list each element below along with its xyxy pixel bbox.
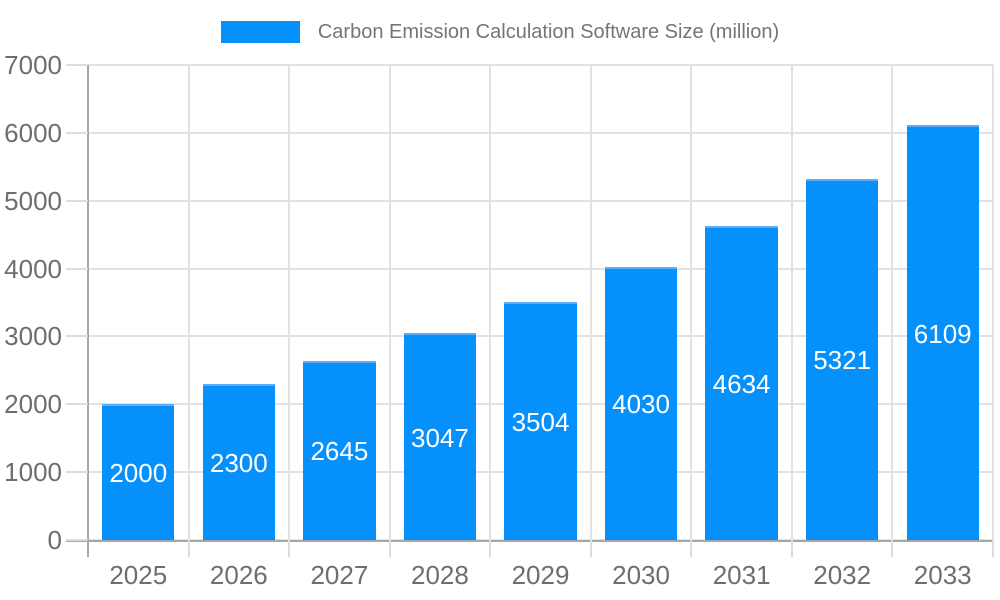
y-tick-mark [66, 471, 88, 474]
y-tick-label: 4000 [4, 253, 62, 284]
y-tick-label: 3000 [4, 321, 62, 352]
bar-2031[interactable]: 4634 [705, 225, 778, 540]
gridline-horizontal [88, 131, 993, 134]
y-tick-mark [66, 335, 88, 338]
y-tick-mark [66, 403, 88, 406]
bar-value-label: 2300 [209, 447, 268, 478]
gridline-vertical [891, 65, 894, 540]
bar-value-label: 2000 [109, 458, 168, 489]
y-tick-mark [66, 267, 88, 270]
x-tick-mark [891, 540, 894, 557]
x-tick-mark [388, 540, 391, 557]
y-tick-mark [66, 199, 88, 202]
y-axis-line [87, 65, 89, 557]
bar-value-label: 3504 [511, 407, 570, 438]
bar-value-label: 4634 [712, 368, 771, 399]
x-tick-label: 2029 [511, 560, 570, 590]
bar-value-label: 5321 [813, 345, 872, 376]
y-tick-mark [66, 64, 88, 66]
legend[interactable]: Carbon Emission Calculation Software Siz… [0, 21, 1000, 43]
x-tick-label: 2033 [913, 560, 972, 590]
y-tick-label: 1000 [4, 457, 62, 488]
x-tick-mark [790, 540, 793, 557]
bar-2032[interactable]: 5321 [805, 178, 879, 540]
gridline-vertical [187, 65, 190, 540]
x-tick-label: 2028 [411, 560, 469, 590]
x-tick-mark [992, 540, 994, 557]
bar-value-label: 4030 [612, 389, 670, 420]
gridline-horizontal [88, 199, 993, 202]
bar-2029[interactable]: 3504 [504, 302, 577, 540]
x-tick-label: 2030 [612, 560, 670, 590]
gridline-vertical [388, 65, 391, 540]
y-tick-mark [66, 539, 88, 541]
x-tick-label: 2031 [712, 560, 771, 590]
gridline-vertical [589, 65, 592, 540]
bar-value-label: 3047 [411, 422, 469, 453]
gridline-vertical [489, 65, 492, 540]
bar-value-label: 2645 [310, 436, 369, 467]
legend-swatch-icon [220, 21, 300, 43]
x-tick-label: 2027 [310, 560, 369, 590]
x-tick-label: 2025 [109, 560, 168, 590]
bar-2028[interactable]: 3047 [403, 333, 477, 540]
y-tick-label: 6000 [4, 117, 62, 148]
y-tick-mark [66, 131, 88, 134]
gridline-vertical [790, 65, 793, 540]
plot-area: 2000 2300 2645 3047 3504 4030 4634 5321 6109 [87, 64, 994, 541]
y-tick-label: 7000 [4, 50, 62, 80]
x-axis-line [66, 540, 993, 542]
x-tick-mark [87, 540, 89, 557]
bar-value-label: 6109 [913, 318, 972, 349]
gridline-vertical [690, 65, 693, 540]
x-tick-mark [288, 540, 291, 557]
y-tick-label: 0 [47, 525, 62, 555]
gridline-horizontal [88, 267, 993, 270]
x-tick-mark [690, 540, 693, 557]
gridline-vertical [992, 65, 994, 540]
gridline-horizontal [88, 64, 993, 66]
x-tick-mark [489, 540, 492, 557]
legend-label: Carbon Emission Calculation Software Siz… [317, 21, 780, 43]
y-tick-label: 2000 [4, 389, 62, 420]
x-tick-label: 2026 [209, 560, 268, 590]
bar-2030[interactable]: 4030 [604, 266, 678, 540]
bar-2033[interactable]: 6109 [906, 125, 979, 540]
bar-2027[interactable]: 2645 [303, 360, 376, 540]
bar-2026[interactable]: 2300 [202, 383, 276, 540]
bar-2025[interactable]: 2000 [102, 404, 175, 540]
gridline-vertical [288, 65, 291, 540]
x-tick-mark [589, 540, 592, 557]
x-tick-label: 2032 [813, 560, 872, 590]
x-tick-mark [187, 540, 190, 557]
y-tick-label: 5000 [4, 185, 62, 216]
